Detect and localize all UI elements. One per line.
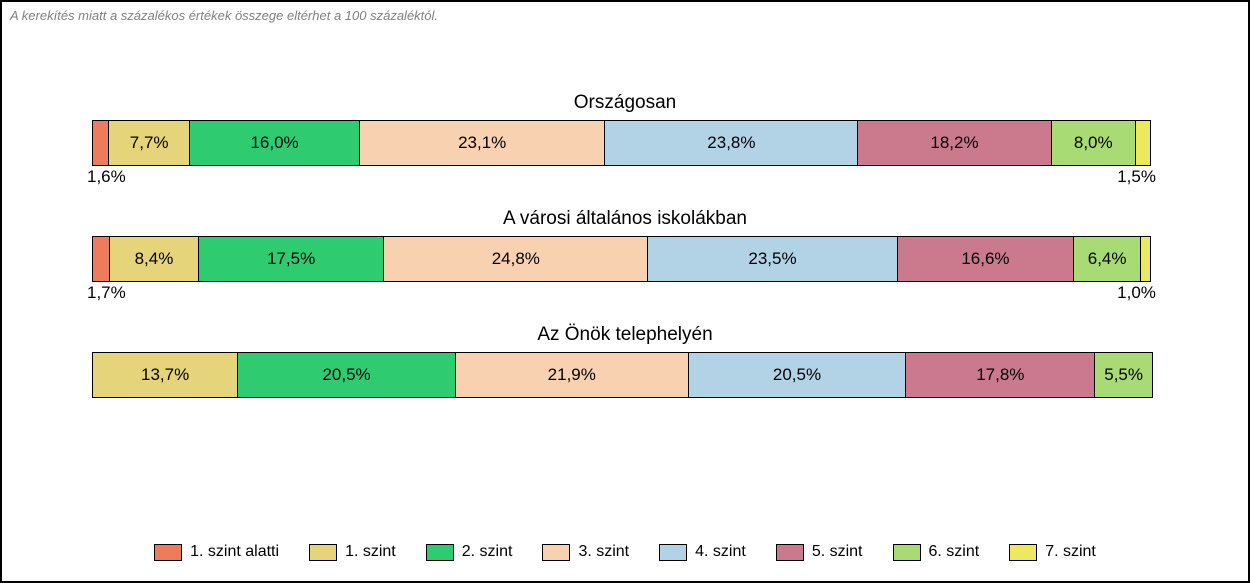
bar-segment: 5,5%	[1094, 352, 1153, 398]
bar-title: Az Önök telephelyén	[92, 324, 1158, 346]
legend-swatch	[1009, 544, 1037, 561]
bar-segment: 18,2%	[857, 120, 1051, 166]
legend-label: 3. szint	[578, 543, 629, 561]
stacked-bar: 13,7%20,5%21,9%20,5%17,8%5,5%	[92, 352, 1158, 398]
bar-segment: 1,5%	[1135, 120, 1151, 166]
bar-segment: 23,1%	[359, 120, 605, 166]
bar-segment: 1,7%	[92, 236, 110, 282]
stacked-bar-chart: A kerekítés miatt a százalékos értékek ö…	[0, 0, 1250, 583]
segment-label-below: 1,5%	[1117, 167, 1156, 187]
bar-segment: 1,0%	[1140, 236, 1151, 282]
legend-swatch	[426, 544, 454, 561]
bar-segment: 24,8%	[383, 236, 648, 282]
legend-label: 4. szint	[695, 543, 746, 561]
bar-segment: 7,7%	[108, 120, 190, 166]
segment-label-below: 1,0%	[1117, 283, 1156, 303]
bar-segment: 23,8%	[604, 120, 858, 166]
legend-swatch	[893, 544, 921, 561]
bar-segment: 8,4%	[109, 236, 199, 282]
legend-swatch	[776, 544, 804, 561]
bar-group: A városi általános iskolákban 1,7%8,4%17,…	[92, 208, 1158, 282]
bar-group: Országosan 1,6%7,7%16,0%23,1%23,8%18,2%8,…	[92, 92, 1158, 166]
bar-segment: 6,4%	[1073, 236, 1141, 282]
bar-segment: 16,6%	[897, 236, 1074, 282]
bar-segment: 1,6%	[92, 120, 109, 166]
legend-item: 1. szint	[309, 543, 396, 561]
legend-item: 4. szint	[659, 543, 746, 561]
legend-item: 6. szint	[893, 543, 980, 561]
bar-segment: 23,5%	[647, 236, 898, 282]
bar-segment: 16,0%	[189, 120, 360, 166]
bar-segment: 21,9%	[455, 352, 689, 398]
legend-swatch	[542, 544, 570, 561]
legend-swatch	[154, 544, 182, 561]
legend-item: 5. szint	[776, 543, 863, 561]
legend-label: 5. szint	[812, 543, 863, 561]
bar-segment: 13,7%	[92, 352, 238, 398]
legend-label: 7. szint	[1045, 543, 1096, 561]
bar-segment: 20,5%	[237, 352, 456, 398]
bar-title: A városi általános iskolákban	[92, 208, 1158, 230]
bar-segment: 8,0%	[1051, 120, 1136, 166]
legend-item: 7. szint	[1009, 543, 1096, 561]
legend-label: 2. szint	[462, 543, 513, 561]
legend: 1. szint alatti 1. szint 2. szint 3. szint 4…	[2, 543, 1248, 561]
legend-label: 6. szint	[929, 543, 980, 561]
bar-title: Országosan	[92, 92, 1158, 114]
legend-swatch	[659, 544, 687, 561]
legend-item: 2. szint	[426, 543, 513, 561]
bar-segment: 17,8%	[905, 352, 1095, 398]
bar-group: Az Önök telephelyén13,7%20,5%21,9%20,5%1…	[92, 324, 1158, 398]
stacked-bar: 1,7%8,4%17,5%24,8%23,5%16,6%6,4%1,0%	[92, 236, 1158, 282]
bar-segment: 17,5%	[198, 236, 385, 282]
bars-area: Országosan1,6%7,7%16,0%23,1%23,8%18,2%8,…	[92, 92, 1158, 440]
segment-label-below: 1,6%	[87, 167, 126, 187]
bar-segment: 20,5%	[688, 352, 907, 398]
segment-label-below: 1,7%	[87, 283, 126, 303]
legend-item: 1. szint alatti	[154, 543, 279, 561]
legend-swatch	[309, 544, 337, 561]
legend-item: 3. szint	[542, 543, 629, 561]
disclaimer-text: A kerekítés miatt a százalékos értékek ö…	[10, 8, 438, 23]
stacked-bar: 1,6%7,7%16,0%23,1%23,8%18,2%8,0%1,5%	[92, 120, 1158, 166]
legend-label: 1. szint	[345, 543, 396, 561]
legend-label: 1. szint alatti	[190, 543, 279, 561]
